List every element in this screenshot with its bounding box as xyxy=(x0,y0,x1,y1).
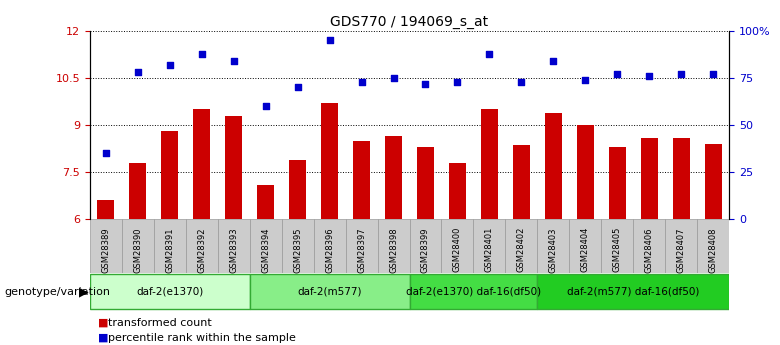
Bar xyxy=(410,275,537,308)
Text: GSM28400: GSM28400 xyxy=(453,227,462,273)
Bar xyxy=(154,219,186,273)
Text: daf-2(m577) daf-16(df50): daf-2(m577) daf-16(df50) xyxy=(567,287,700,296)
Bar xyxy=(193,109,211,219)
Point xyxy=(228,58,240,64)
Bar xyxy=(225,116,243,219)
Text: ■: ■ xyxy=(98,318,108,327)
Point xyxy=(388,75,400,81)
Point xyxy=(707,71,720,77)
Bar xyxy=(704,144,722,219)
Point xyxy=(164,62,176,68)
Text: GSM28398: GSM28398 xyxy=(389,227,398,273)
Bar xyxy=(186,219,218,273)
Text: GSM28406: GSM28406 xyxy=(645,227,654,273)
Bar xyxy=(90,219,122,273)
Text: GSM28393: GSM28393 xyxy=(229,227,238,273)
Point xyxy=(292,85,304,90)
Text: GSM28401: GSM28401 xyxy=(485,227,494,273)
Bar xyxy=(697,219,729,273)
Text: GSM28392: GSM28392 xyxy=(197,227,206,273)
Bar xyxy=(353,141,370,219)
Text: GSM28405: GSM28405 xyxy=(613,227,622,273)
Point xyxy=(131,70,144,75)
Bar xyxy=(569,219,601,273)
Point xyxy=(259,104,272,109)
Bar xyxy=(512,146,530,219)
Point xyxy=(484,51,496,56)
Point xyxy=(195,51,207,56)
Bar xyxy=(257,185,275,219)
Bar xyxy=(448,163,466,219)
Text: ■: ■ xyxy=(98,333,108,343)
Text: GSM28408: GSM28408 xyxy=(709,227,718,273)
Bar xyxy=(321,103,339,219)
Bar xyxy=(378,219,410,273)
Bar xyxy=(576,125,594,219)
Bar xyxy=(410,219,441,273)
Bar xyxy=(90,275,250,308)
Bar xyxy=(480,109,498,219)
Bar xyxy=(250,275,410,308)
Point xyxy=(100,150,112,156)
Point xyxy=(644,73,656,79)
Bar xyxy=(218,219,250,273)
Bar xyxy=(672,138,690,219)
Text: GSM28390: GSM28390 xyxy=(133,227,142,273)
Text: daf-2(m577): daf-2(m577) xyxy=(297,287,362,296)
Point xyxy=(675,71,688,77)
Text: GSM28396: GSM28396 xyxy=(325,227,334,273)
Point xyxy=(548,58,560,64)
Title: GDS770 / 194069_s_at: GDS770 / 194069_s_at xyxy=(331,14,488,29)
Bar xyxy=(640,138,658,219)
Point xyxy=(516,79,528,85)
Text: GSM28391: GSM28391 xyxy=(165,227,174,273)
Bar xyxy=(537,219,569,273)
Bar xyxy=(665,219,697,273)
Text: GSM28397: GSM28397 xyxy=(357,227,366,273)
Bar xyxy=(544,112,562,219)
Text: GSM28395: GSM28395 xyxy=(293,227,302,273)
Bar xyxy=(505,219,537,273)
Bar xyxy=(385,136,402,219)
Point xyxy=(580,77,592,83)
Bar xyxy=(282,219,314,273)
Bar xyxy=(537,275,729,308)
Point xyxy=(451,79,463,85)
Text: GSM28404: GSM28404 xyxy=(581,227,590,273)
Text: daf-2(e1370): daf-2(e1370) xyxy=(136,287,204,296)
Bar xyxy=(314,219,346,273)
Text: transformed count: transformed count xyxy=(108,318,211,327)
Bar xyxy=(129,163,147,219)
Text: GSM28394: GSM28394 xyxy=(261,227,270,273)
Bar xyxy=(608,147,626,219)
Bar xyxy=(601,219,633,273)
Point xyxy=(420,81,432,87)
Text: GSM28389: GSM28389 xyxy=(101,227,110,273)
Bar xyxy=(417,147,434,219)
Bar xyxy=(122,219,154,273)
Text: genotype/variation: genotype/variation xyxy=(4,287,110,296)
Text: GSM28403: GSM28403 xyxy=(549,227,558,273)
Bar xyxy=(97,200,115,219)
Bar xyxy=(346,219,378,273)
Text: percentile rank within the sample: percentile rank within the sample xyxy=(108,333,296,343)
Point xyxy=(612,71,624,77)
Text: ▶: ▶ xyxy=(80,285,89,298)
Text: GSM28399: GSM28399 xyxy=(421,227,430,273)
Bar xyxy=(289,159,307,219)
Text: GSM28402: GSM28402 xyxy=(517,227,526,273)
Bar xyxy=(441,219,473,273)
Text: daf-2(e1370) daf-16(df50): daf-2(e1370) daf-16(df50) xyxy=(406,287,541,296)
Bar xyxy=(161,131,179,219)
Point xyxy=(356,79,368,85)
Bar xyxy=(473,219,505,273)
Bar xyxy=(250,219,282,273)
Point xyxy=(323,38,335,43)
Bar xyxy=(633,219,665,273)
Text: GSM28407: GSM28407 xyxy=(677,227,686,273)
